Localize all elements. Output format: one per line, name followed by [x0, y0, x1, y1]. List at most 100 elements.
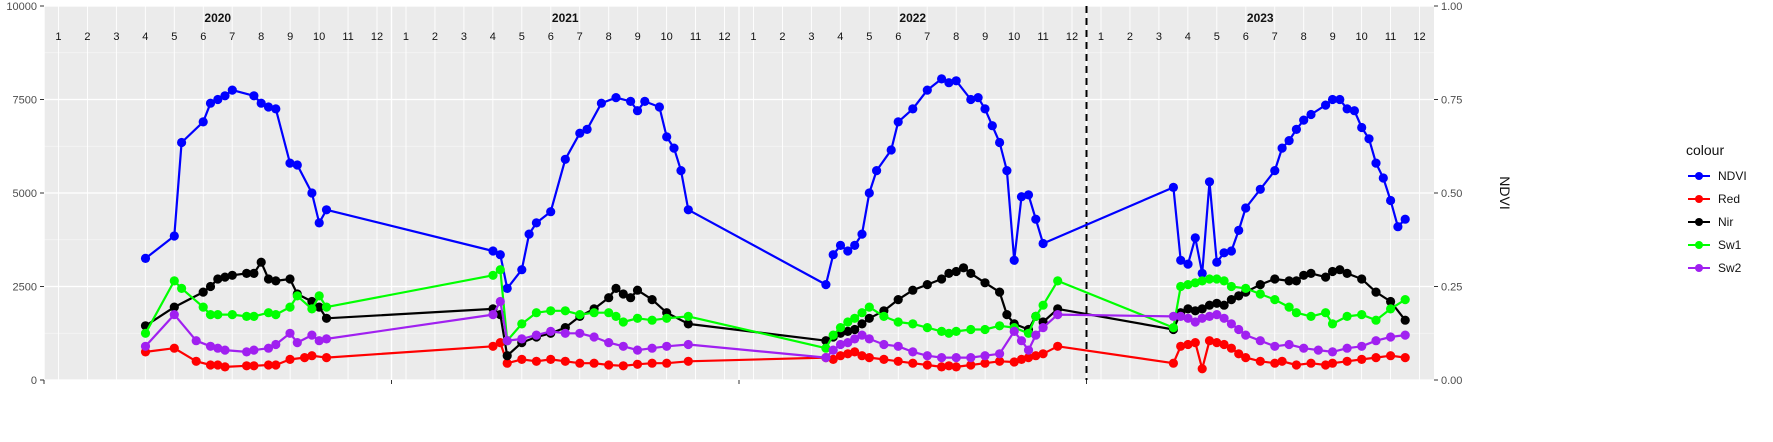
data-point	[524, 229, 534, 239]
month-label: 9	[635, 31, 641, 43]
data-point	[893, 295, 903, 305]
data-point	[1342, 104, 1352, 114]
data-point	[1277, 143, 1287, 153]
data-point	[604, 308, 614, 318]
data-point	[662, 358, 672, 368]
data-point	[1386, 332, 1396, 342]
month-label: 10	[1355, 31, 1367, 43]
data-point	[1400, 315, 1410, 325]
data-point	[958, 263, 969, 273]
data-point	[966, 324, 976, 335]
series-sw1	[140, 265, 1410, 353]
month-label: 8	[953, 31, 959, 43]
data-point	[1327, 266, 1338, 277]
data-point	[632, 106, 643, 116]
data-point	[285, 354, 295, 364]
data-point	[1386, 304, 1396, 314]
data-point	[647, 295, 657, 305]
legend-item-sw1: Sw1	[1686, 233, 1768, 256]
data-point	[546, 207, 556, 217]
data-point	[1357, 122, 1367, 133]
data-point	[683, 339, 693, 350]
data-point	[944, 268, 954, 278]
data-point	[604, 360, 614, 370]
data-point	[575, 310, 585, 320]
data-point	[1371, 158, 1381, 168]
data-point	[857, 308, 867, 318]
data-point	[1291, 124, 1301, 134]
data-point	[256, 257, 266, 267]
month-label: 11	[1385, 31, 1396, 43]
data-point	[683, 356, 693, 366]
legend-item-sw2: Sw2	[1686, 256, 1768, 279]
data-point	[227, 85, 237, 95]
month-label: 6	[895, 31, 901, 43]
data-point	[676, 166, 686, 176]
data-point	[1038, 323, 1048, 333]
legend-label: Red	[1718, 191, 1741, 206]
data-point	[951, 362, 961, 372]
data-point	[213, 343, 223, 353]
legend-items: NDVI Red Nir Sw1 Sw2	[1686, 164, 1768, 279]
data-point	[596, 98, 607, 108]
data-point	[1342, 311, 1352, 321]
data-point	[169, 302, 179, 312]
data-point	[857, 229, 867, 239]
data-point	[1176, 281, 1186, 292]
data-point	[307, 351, 317, 361]
data-point	[1321, 272, 1331, 282]
data-point	[879, 339, 889, 350]
data-point	[1400, 353, 1410, 363]
data-point	[966, 268, 976, 278]
data-point	[495, 265, 505, 275]
data-point	[1226, 343, 1236, 353]
data-point	[1176, 255, 1186, 265]
y-tick-label: 10000	[6, 1, 37, 13]
data-point	[1168, 323, 1178, 333]
data-point	[1168, 182, 1178, 192]
month-label: 4	[837, 31, 843, 43]
series-line	[144, 268, 1406, 350]
data-point	[249, 345, 259, 355]
data-point	[1400, 295, 1410, 305]
data-point	[1306, 268, 1316, 278]
data-point	[314, 302, 324, 312]
data-point	[632, 285, 643, 295]
data-point	[1255, 356, 1265, 366]
data-point	[140, 341, 151, 351]
data-point	[205, 310, 216, 320]
data-point	[249, 361, 259, 371]
data-point	[1241, 353, 1251, 363]
data-point	[1270, 341, 1280, 351]
data-point	[1234, 291, 1244, 301]
data-point	[647, 358, 657, 368]
data-point	[1168, 311, 1178, 321]
data-point	[1038, 238, 1048, 249]
data-point	[213, 360, 223, 370]
data-point	[1168, 358, 1178, 368]
month-label: 2	[1127, 31, 1133, 43]
data-point	[995, 321, 1005, 331]
data-point	[1234, 225, 1244, 235]
data-point	[177, 137, 187, 148]
data-point	[517, 354, 527, 364]
data-point	[937, 74, 947, 84]
data-point	[951, 76, 961, 86]
data-point	[220, 272, 230, 282]
month-label: 3	[1156, 31, 1162, 43]
month-label: 11	[690, 31, 701, 43]
data-point	[169, 231, 179, 241]
data-point	[227, 310, 237, 320]
legend-label: NDVI	[1718, 168, 1747, 183]
legend-key-dot	[1695, 263, 1703, 272]
month-label: 12	[718, 31, 730, 43]
data-point	[864, 188, 874, 198]
data-point	[300, 353, 310, 363]
data-point	[495, 296, 505, 307]
data-point	[256, 98, 266, 108]
month-label: 9	[287, 31, 293, 43]
data-point	[626, 293, 636, 303]
data-point	[242, 347, 252, 357]
data-point	[1327, 94, 1338, 105]
data-point	[1342, 268, 1352, 278]
